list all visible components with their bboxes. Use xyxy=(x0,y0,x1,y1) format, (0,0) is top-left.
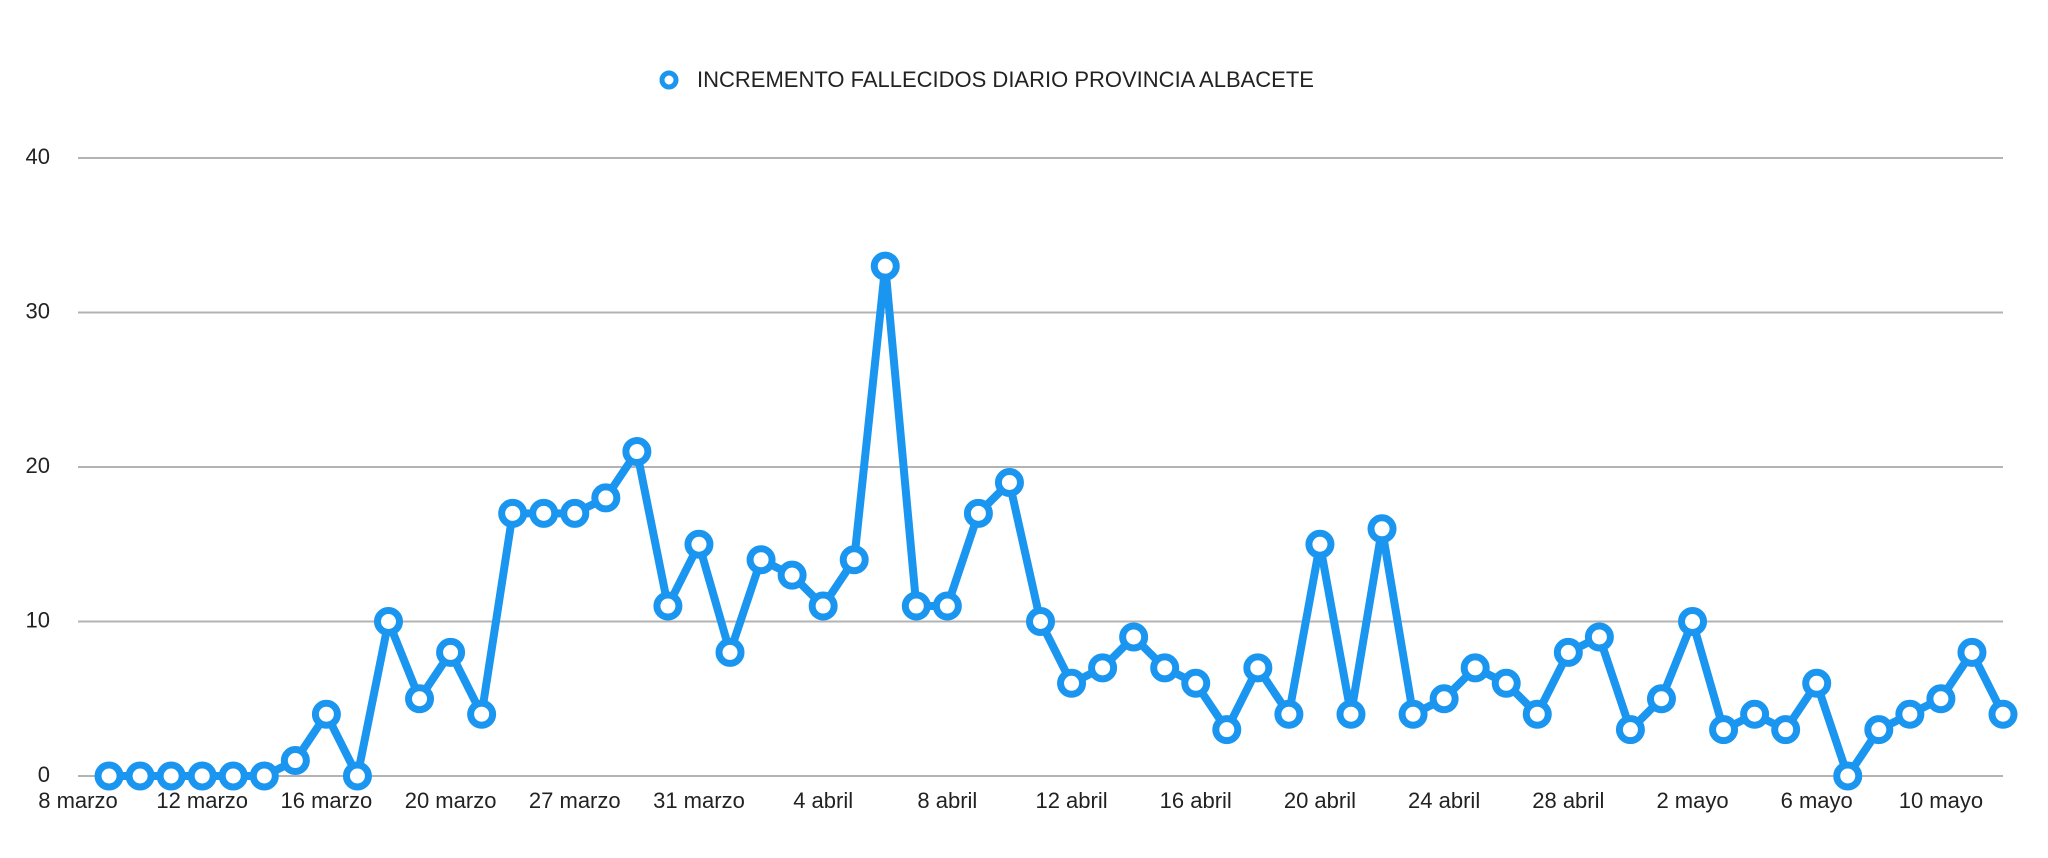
point xyxy=(1771,715,1801,745)
point xyxy=(1398,699,1428,729)
y-tick-label: 40 xyxy=(26,144,50,169)
point xyxy=(1926,684,1956,714)
series-line xyxy=(109,262,2007,780)
point xyxy=(746,545,776,575)
y-tick-label: 20 xyxy=(26,453,50,478)
x-tick-label: 27 marzo xyxy=(529,788,621,813)
point xyxy=(560,498,590,528)
point xyxy=(1802,668,1832,698)
point xyxy=(1615,715,1645,745)
point xyxy=(653,591,683,621)
point xyxy=(1740,699,1770,729)
point xyxy=(467,699,497,729)
point xyxy=(1553,637,1583,667)
point xyxy=(932,591,962,621)
point xyxy=(342,761,372,791)
y-tick-label: 0 xyxy=(38,762,50,787)
point xyxy=(1150,653,1180,683)
point xyxy=(808,591,838,621)
x-tick-label: 8 abril xyxy=(917,788,977,813)
point xyxy=(1522,699,1552,729)
x-tick-label: 16 marzo xyxy=(281,788,373,813)
legend-label: INCREMENTO FALLECIDOS DIARIO PROVINCIA A… xyxy=(697,67,1314,92)
point xyxy=(1088,653,1118,683)
legend-marker xyxy=(659,70,679,90)
point xyxy=(1678,607,1708,636)
point xyxy=(405,684,435,714)
point xyxy=(498,498,528,528)
point xyxy=(1057,668,1087,698)
point xyxy=(187,761,217,791)
point xyxy=(1181,668,1211,698)
point xyxy=(1274,699,1304,729)
x-tick-label: 24 abril xyxy=(1408,788,1480,813)
point xyxy=(1367,514,1397,544)
point xyxy=(218,761,248,791)
point xyxy=(1709,715,1739,745)
point xyxy=(1305,529,1335,559)
y-tick-label: 10 xyxy=(26,607,50,632)
point xyxy=(529,498,559,528)
point xyxy=(125,761,155,791)
point xyxy=(622,437,652,467)
point xyxy=(156,761,186,791)
point xyxy=(1864,715,1894,745)
point xyxy=(1646,684,1676,714)
x-tick-label: 8 marzo xyxy=(38,788,117,813)
point xyxy=(1429,684,1459,714)
point xyxy=(839,545,869,575)
point xyxy=(1212,715,1242,745)
point xyxy=(715,637,745,667)
point xyxy=(994,467,1024,497)
x-tick-label: 28 abril xyxy=(1532,788,1604,813)
point xyxy=(1460,653,1490,683)
x-tick-label: 20 abril xyxy=(1284,788,1356,813)
x-tick-label: 4 abril xyxy=(793,788,853,813)
point xyxy=(249,761,279,791)
point xyxy=(591,483,621,513)
point xyxy=(436,637,466,667)
point xyxy=(1833,761,1863,791)
x-tick-label: 10 mayo xyxy=(1899,788,1983,813)
point xyxy=(311,699,341,729)
x-tick-label: 12 marzo xyxy=(156,788,248,813)
point xyxy=(901,591,931,621)
point xyxy=(1243,653,1273,683)
x-tick-label: 20 marzo xyxy=(405,788,497,813)
point xyxy=(1584,622,1614,652)
point xyxy=(1895,699,1925,729)
point xyxy=(1957,637,1987,667)
point xyxy=(963,498,993,528)
point xyxy=(1336,699,1366,729)
point xyxy=(1026,607,1055,636)
point xyxy=(280,746,310,776)
x-tick-label: 6 mayo xyxy=(1781,788,1853,813)
x-tick-label: 31 marzo xyxy=(653,788,745,813)
point xyxy=(1491,668,1521,698)
point xyxy=(1988,699,2018,729)
point xyxy=(1119,622,1149,652)
y-tick-label: 30 xyxy=(26,298,50,323)
point xyxy=(870,251,900,281)
point xyxy=(777,560,807,590)
point xyxy=(373,607,403,636)
x-tick-label: 12 abril xyxy=(1035,788,1107,813)
point xyxy=(94,761,124,791)
point xyxy=(684,529,714,559)
x-tick-label: 16 abril xyxy=(1160,788,1232,813)
x-tick-label: 2 mayo xyxy=(1656,788,1728,813)
